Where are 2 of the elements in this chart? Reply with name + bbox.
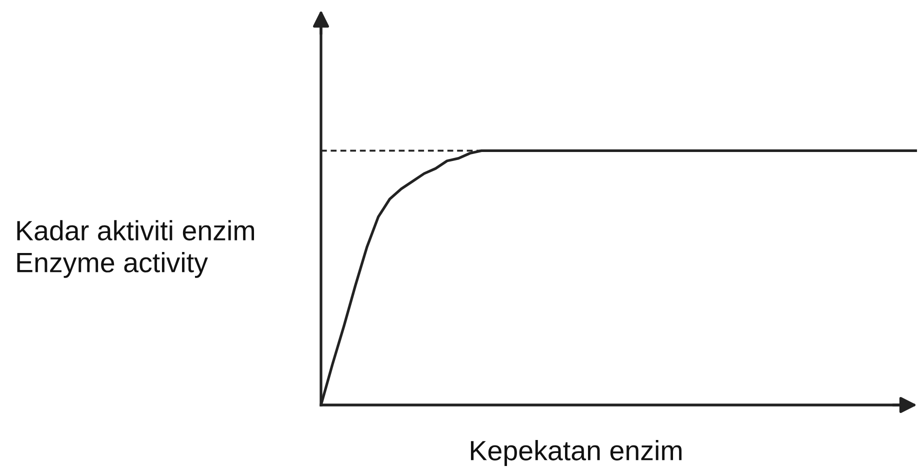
x-axis-title: Kepekatan enzim xyxy=(470,440,682,466)
y-axis-title: Kadar aktiviti enzim Enzyme activity xyxy=(17,220,254,278)
